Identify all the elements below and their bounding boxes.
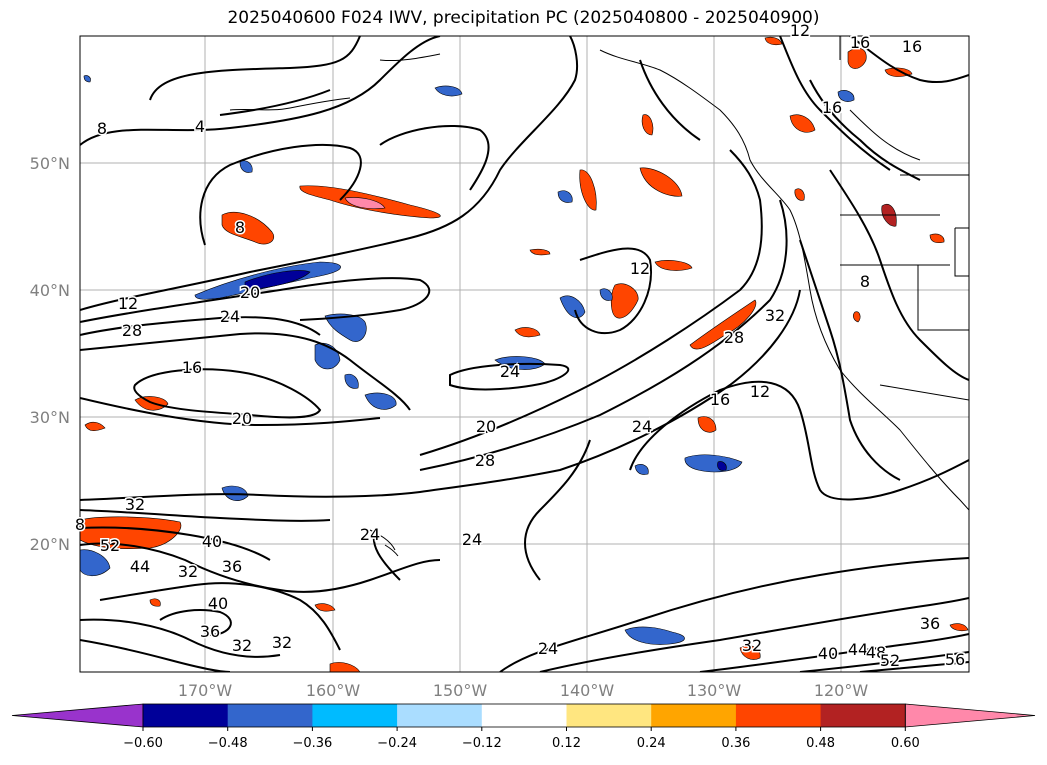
- precip-negative-areas: [80, 75, 855, 645]
- colorbar-border: [142, 703, 906, 728]
- contour-label: 28: [122, 321, 142, 340]
- contour-label: 4: [195, 117, 205, 136]
- contour-label: 56: [945, 650, 965, 669]
- colorbar-segment: [735, 704, 822, 727]
- lon-label: 160°W: [306, 681, 361, 700]
- contour-label: 40: [818, 644, 838, 663]
- contour-label: 48: [866, 643, 886, 662]
- contour-label: 28: [724, 328, 744, 347]
- contour-label: 24: [500, 362, 520, 381]
- iwv-contours: [80, 36, 969, 672]
- map-area: [80, 36, 969, 672]
- colorbar-segment: [820, 704, 906, 727]
- lon-label: 120°W: [814, 681, 869, 700]
- colorbar-segment: [566, 704, 652, 727]
- colorbar-tick-label: 0.48: [806, 736, 835, 751]
- colorbar-tick-label: −0.60: [123, 736, 163, 751]
- colorbar-tick-label: −0.48: [208, 736, 248, 751]
- colorbar-segment: [397, 704, 483, 727]
- contour-label: 8: [860, 272, 870, 291]
- colorbar-segment: [481, 704, 567, 727]
- lon-label: 150°W: [433, 681, 488, 700]
- contour-label: 28: [475, 451, 495, 470]
- colorbar-ticks: −0.60 −0.48 −0.36 −0.24 −0.12 0.12 0.24 0.36 0.4…: [123, 727, 920, 751]
- contour-label: 40: [208, 594, 228, 613]
- contour-label: 40: [202, 532, 222, 551]
- colorbar-tick-label: −0.24: [377, 736, 417, 751]
- contour-label: 24: [632, 417, 652, 436]
- contour-label: 12: [750, 382, 770, 401]
- colorbar-tick-label: 0.60: [891, 736, 920, 751]
- contour-label: 36: [200, 622, 220, 641]
- contour-label: 8: [235, 218, 245, 237]
- lon-label: 130°W: [687, 681, 742, 700]
- precip-positive-areas: [80, 36, 969, 672]
- contour-label: 32: [232, 636, 252, 655]
- lon-label: 140°W: [560, 681, 615, 700]
- map-title: 2025040600 F024 IWV, precipitation PC (2…: [227, 8, 820, 28]
- contour-label: 8: [75, 515, 85, 534]
- colorbar-tick-label: 0.12: [552, 736, 581, 751]
- contour-label: 36: [222, 557, 242, 576]
- contour-label: 32: [272, 633, 292, 652]
- colorbar-segment: [312, 704, 398, 727]
- contour-label: 16: [902, 37, 922, 56]
- colorbar-extend-max: [904, 703, 1036, 728]
- colorbar-tick-label: −0.12: [462, 736, 502, 751]
- contour-label: 32: [765, 306, 785, 325]
- lon-label: 170°W: [178, 681, 233, 700]
- contour-label: 32: [125, 495, 145, 514]
- colorbar: [11, 703, 1036, 728]
- contour-label: 32: [742, 636, 762, 655]
- contour-label: 24: [538, 639, 558, 658]
- contour-label: 16: [182, 358, 202, 377]
- contour-label: 24: [360, 525, 380, 544]
- lat-label: 50°N: [30, 154, 70, 173]
- colorbar-segment: [143, 704, 229, 727]
- contour-label: 44: [848, 640, 868, 659]
- contour-label: 24: [462, 530, 482, 549]
- contour-label: 52: [880, 651, 900, 670]
- latitude-labels: 50°N 40°N 30°N 20°N: [30, 154, 70, 554]
- colorbar-tick-label: 0.36: [721, 736, 750, 751]
- contour-label: 16: [850, 33, 870, 52]
- contour-label: 16: [710, 390, 730, 409]
- longitude-labels: 170°W 160°W 150°W 140°W 130°W 120°W: [178, 681, 869, 700]
- contour-label: 12: [630, 259, 650, 278]
- lat-label: 30°N: [30, 408, 70, 427]
- contour-label: 12: [118, 294, 138, 313]
- contour-label: 36: [920, 614, 940, 633]
- coastlines: [229, 36, 969, 557]
- lat-label: 20°N: [30, 535, 70, 554]
- lat-label: 40°N: [30, 281, 70, 300]
- colorbar-tick-label: 0.24: [637, 736, 666, 751]
- contour-label: 16: [822, 98, 842, 117]
- colorbar-tick-label: −0.36: [292, 736, 332, 751]
- contour-label: 52: [100, 536, 120, 555]
- contour-label: 20: [476, 417, 496, 436]
- contour-label: 24: [220, 307, 240, 326]
- contour-label: 8: [97, 119, 107, 138]
- contour-label: 12: [790, 21, 810, 40]
- contour-label: 20: [232, 409, 252, 428]
- contour-label: 44: [130, 557, 150, 576]
- contour-label: 32: [178, 562, 198, 581]
- contour-label: 20: [240, 283, 260, 302]
- colorbar-extend-min: [11, 703, 144, 728]
- colorbar-segment: [227, 704, 313, 727]
- map-frame: [79, 35, 970, 673]
- colorbar-segment: [651, 704, 737, 727]
